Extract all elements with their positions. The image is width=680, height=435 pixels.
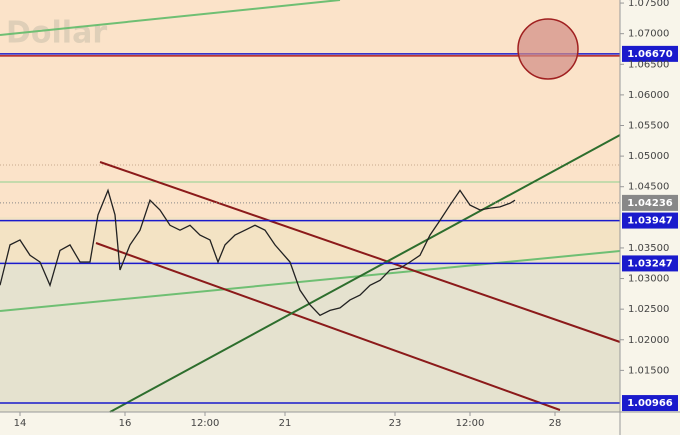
highlight-circle <box>517 18 579 80</box>
y-tick-label: 1.01500 <box>628 365 669 376</box>
price-tag-label: 1.03947 <box>627 216 673 227</box>
y-tick-label: 1.04500 <box>628 182 669 193</box>
price-tag <box>622 212 678 229</box>
lower-zone <box>0 261 620 412</box>
y-tick-label: 1.03500 <box>628 243 669 254</box>
trend-line <box>109 134 621 413</box>
price-tag-label: 1.03247 <box>627 258 673 269</box>
channel-line <box>95 242 561 411</box>
price-tag-label: 1.04236 <box>627 198 673 209</box>
levels: 1.06670 1.04236 1.03947 1.03247 1.00966 <box>0 45 678 412</box>
time-axis <box>0 412 620 435</box>
y-tick-label: 1.06500 <box>628 59 669 70</box>
y-tick-label: 1.05000 <box>628 151 669 162</box>
y-tick-label: 1.05500 <box>628 120 669 131</box>
price-tag <box>622 194 678 211</box>
y-tick-label: 1.06000 <box>628 90 669 101</box>
y-tick-label: 1.02500 <box>628 304 669 315</box>
price-tag <box>622 45 678 62</box>
y-tick-label: 1.07000 <box>628 29 669 40</box>
y-tick-label: 1.07500 <box>628 0 669 9</box>
y-tick-label: 1.02000 <box>628 335 669 346</box>
y-tick-label: 1.03000 <box>628 274 669 285</box>
middle-zone <box>0 217 620 261</box>
price-tag-label: 1.00966 <box>627 398 673 409</box>
x-tick-label: 12:00 <box>456 418 485 429</box>
upper-zone <box>0 0 620 217</box>
x-tick-label: 21 <box>279 418 292 429</box>
price-tag <box>622 395 678 412</box>
x-tick-label: 16 <box>119 418 132 429</box>
price-tag-label: 1.06670 <box>627 49 673 60</box>
plot <box>0 188 516 317</box>
channel-line <box>99 161 621 343</box>
x-tick-label: 14 <box>14 418 27 429</box>
trend-line <box>0 0 341 36</box>
price-tag <box>622 255 678 272</box>
x-tick-label: 28 <box>549 418 562 429</box>
trend-line <box>0 250 621 312</box>
x-tick-label: 23 <box>389 418 402 429</box>
price-line <box>0 188 516 317</box>
x-tick-label: 12:00 <box>191 418 220 429</box>
